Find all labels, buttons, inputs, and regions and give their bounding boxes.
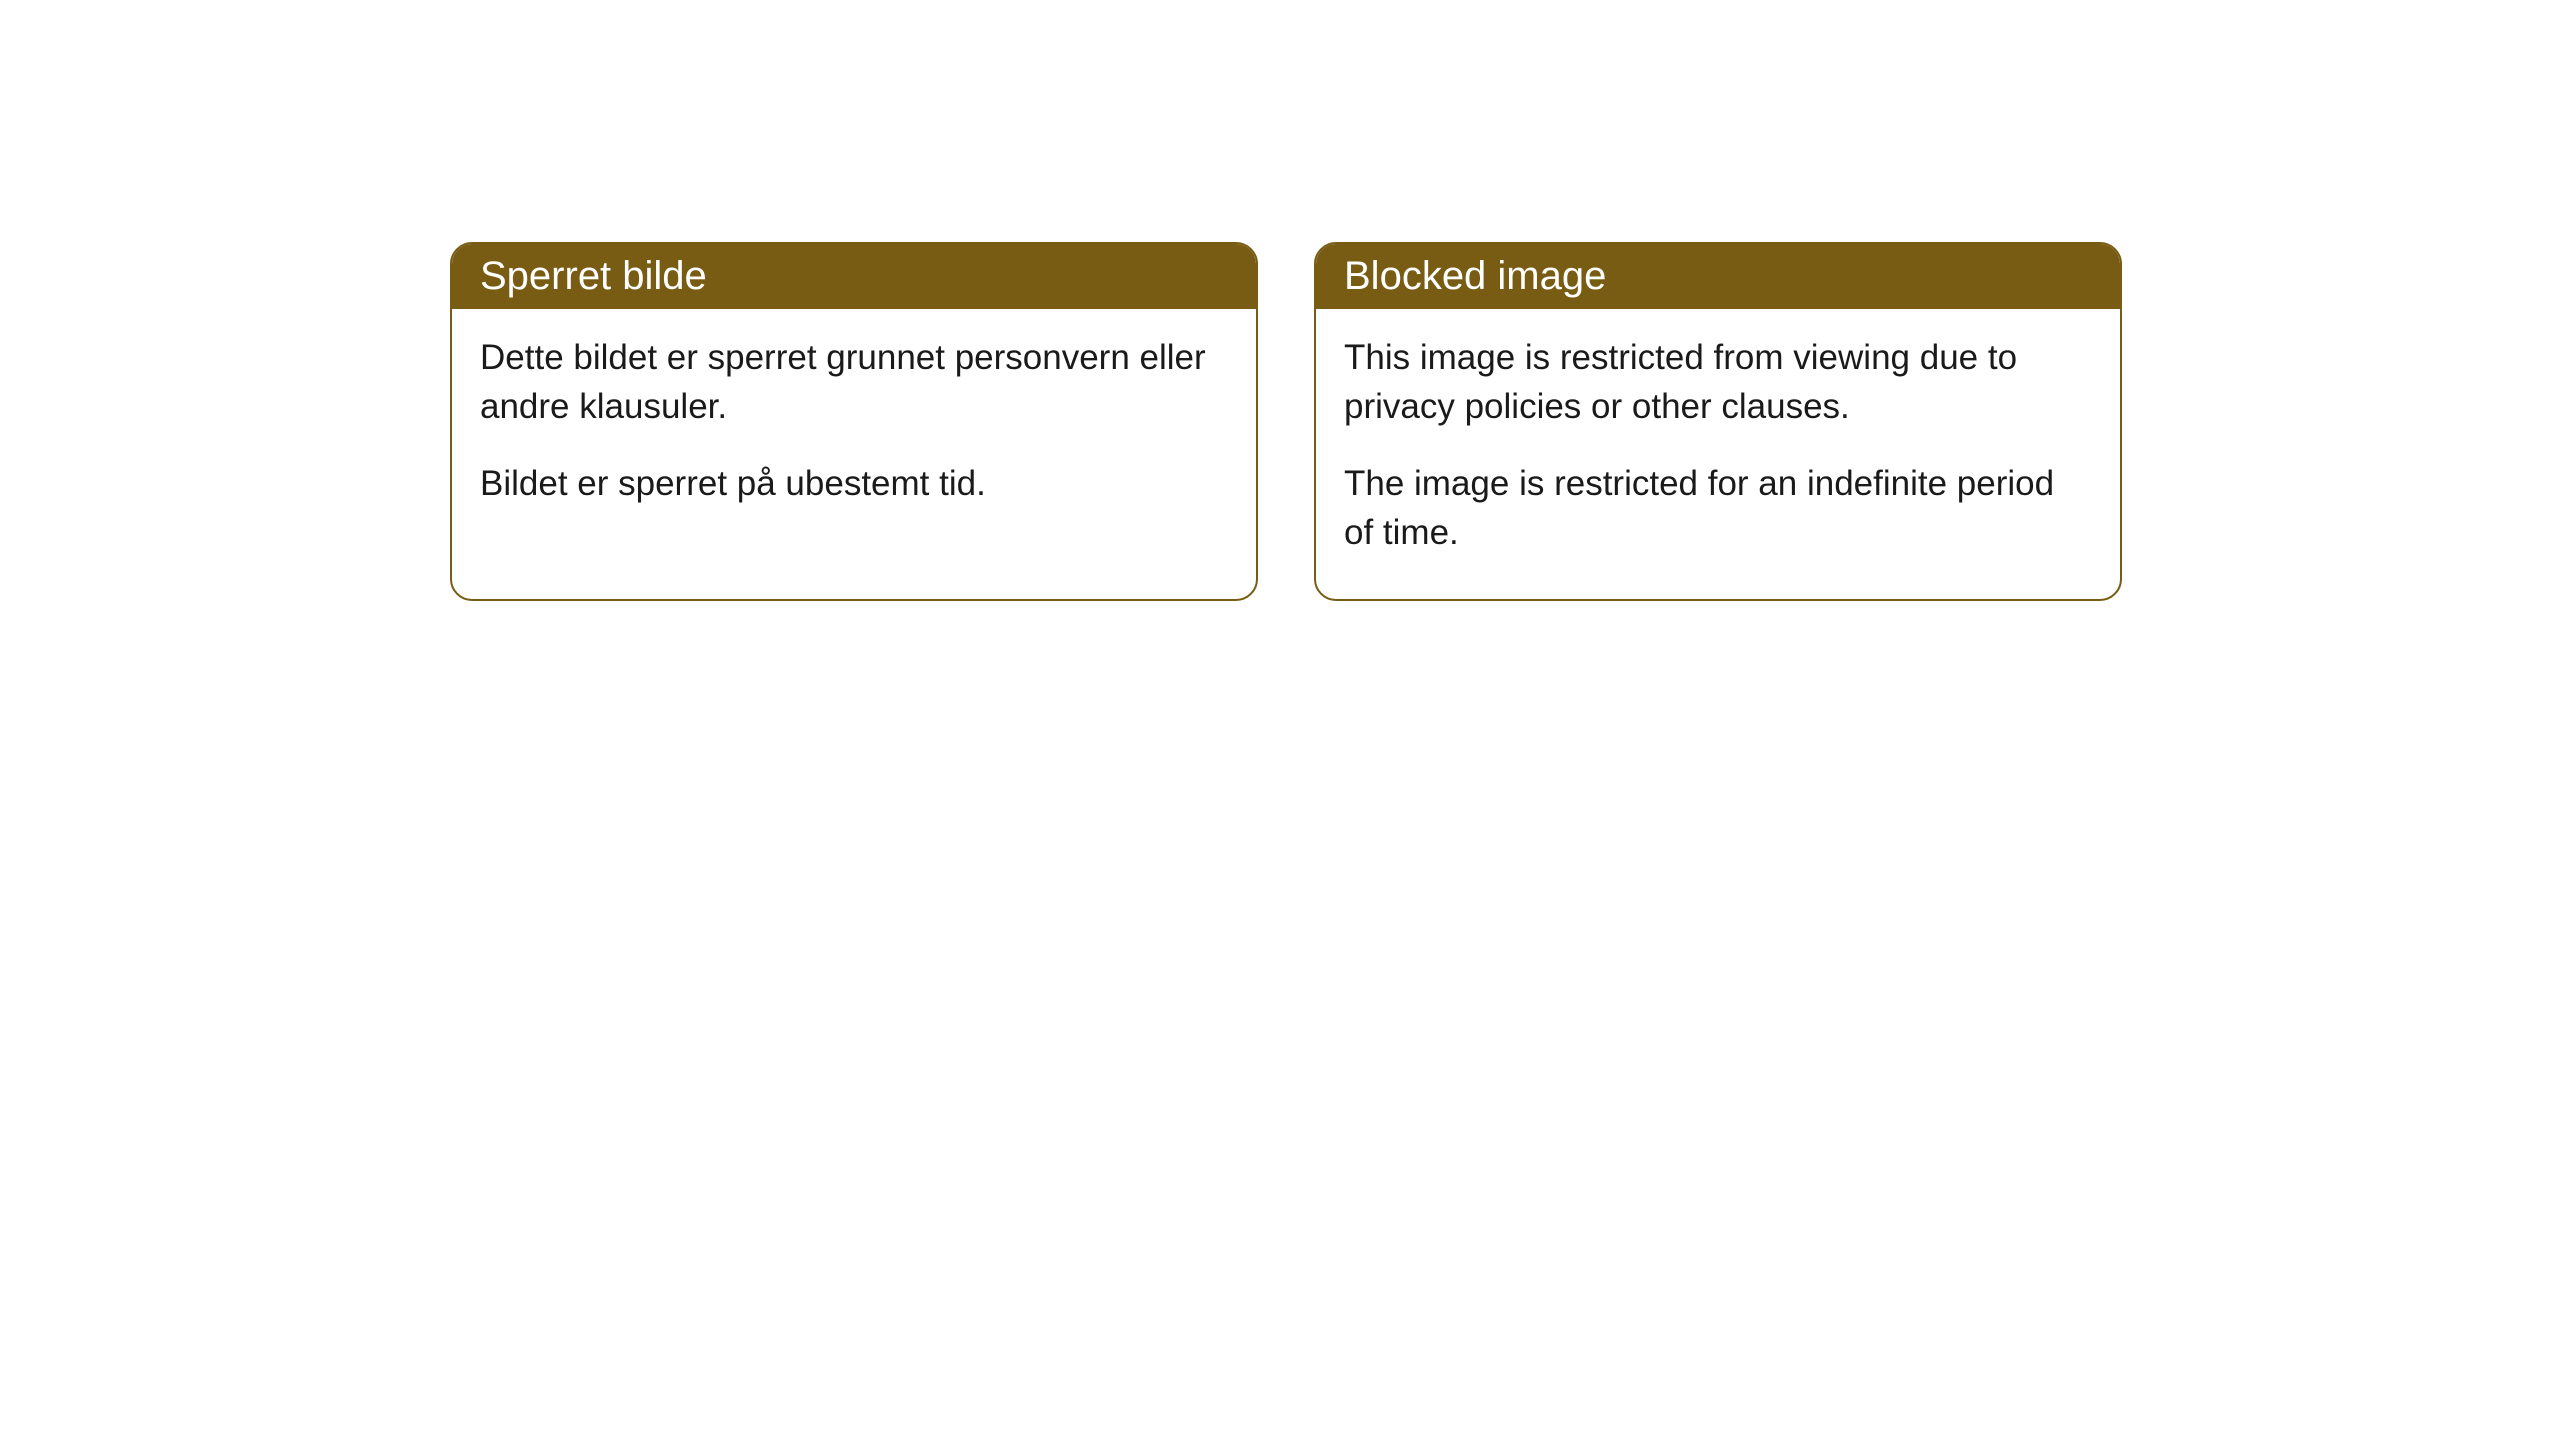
notice-container: Sperret bilde Dette bildet er sperret gr… xyxy=(450,242,2122,601)
notice-card-norwegian: Sperret bilde Dette bildet er sperret gr… xyxy=(450,242,1258,601)
card-body: This image is restricted from viewing du… xyxy=(1316,309,2120,599)
notice-card-english: Blocked image This image is restricted f… xyxy=(1314,242,2122,601)
card-title: Sperret bilde xyxy=(480,254,707,298)
card-title: Blocked image xyxy=(1344,254,1606,298)
card-paragraph: Bildet er sperret på ubestemt tid. xyxy=(480,459,1228,508)
card-body: Dette bildet er sperret grunnet personve… xyxy=(452,309,1256,550)
card-header: Blocked image xyxy=(1316,244,2120,309)
card-paragraph: Dette bildet er sperret grunnet personve… xyxy=(480,333,1228,431)
card-paragraph: This image is restricted from viewing du… xyxy=(1344,333,2092,431)
card-paragraph: The image is restricted for an indefinit… xyxy=(1344,459,2092,557)
card-header: Sperret bilde xyxy=(452,244,1256,309)
